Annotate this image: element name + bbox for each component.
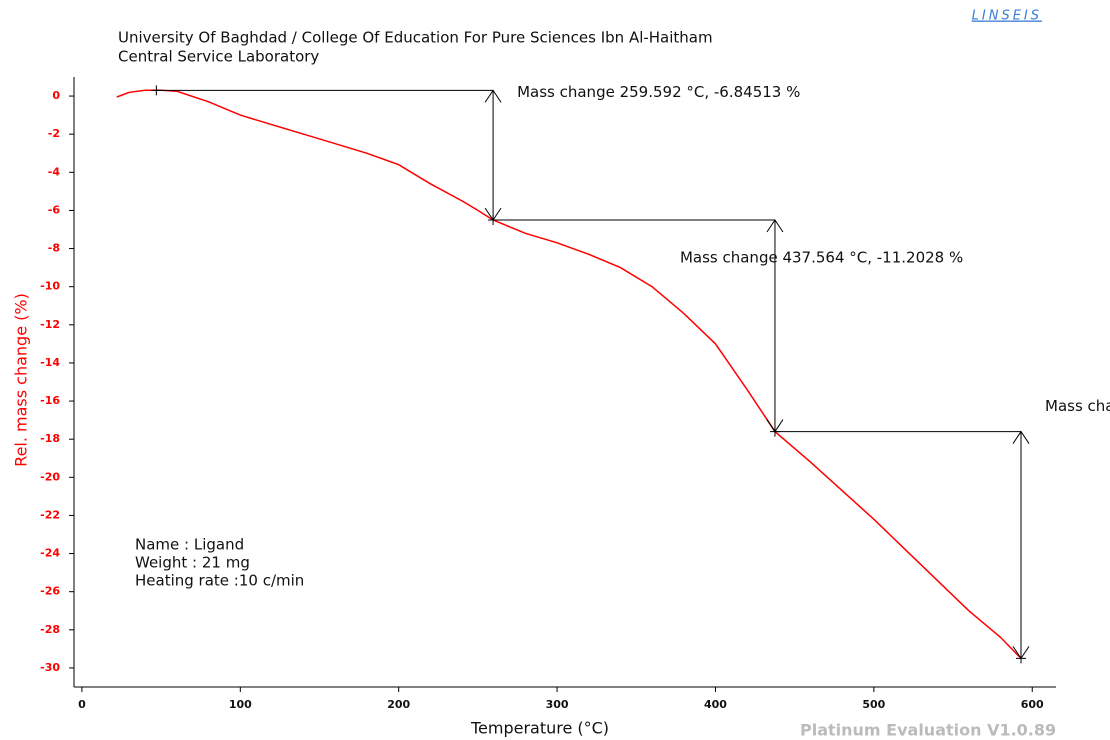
y-tick-label: -22 <box>40 508 60 521</box>
x-tick-label: 300 <box>546 698 569 711</box>
step-marker <box>1016 653 1026 664</box>
y-tick-label: -16 <box>40 394 60 407</box>
y-tick-label: -4 <box>48 165 61 178</box>
y-tick-label: -14 <box>40 356 60 369</box>
x-tick-label: 200 <box>387 698 410 711</box>
x-tick-label: 600 <box>1021 698 1044 711</box>
brand-logo: LINSEIS <box>972 9 1042 24</box>
x-tick-label: 0 <box>78 698 86 711</box>
y-tick-label: -30 <box>40 661 60 674</box>
x-tick-label: 500 <box>862 698 885 711</box>
step-annotation: Mass change 592.904 °C, -11.7453 % <box>1045 397 1110 415</box>
arrow-head <box>766 219 784 233</box>
x-axis-label: Temperature (°C) <box>470 719 609 738</box>
step-annotation: Mass change 259.592 °C, -6.84513 % <box>517 83 800 101</box>
data-line <box>116 89 1022 659</box>
y-tick-label: -18 <box>40 432 60 445</box>
footer: Platinum Evaluation V1.0.89 <box>800 721 1056 740</box>
y-tick-label: -28 <box>40 623 60 636</box>
x-tick-label: 100 <box>229 698 252 711</box>
x-tick-label: 400 <box>704 698 727 711</box>
y-tick-label: -10 <box>40 280 60 293</box>
y-tick-label: -8 <box>48 242 60 255</box>
arrow-head <box>1012 430 1030 444</box>
sample-info: Heating rate :10 c/min <box>135 572 304 590</box>
y-tick-label: -6 <box>48 203 61 216</box>
sample-info: Name : Ligand <box>135 536 244 554</box>
sample-info: Weight : 21 mg <box>135 554 250 572</box>
y-tick-label: -20 <box>40 470 60 483</box>
y-tick-label: -26 <box>40 585 60 598</box>
arrow-head <box>484 89 502 103</box>
step-annotation: Mass change 437.564 °C, -11.2028 % <box>680 248 963 266</box>
y-tick-label: -24 <box>40 547 60 560</box>
y-tick-label: -12 <box>40 318 60 331</box>
y-tick-label: 0 <box>52 89 60 102</box>
y-axis-label: Rel. mass change (%) <box>12 293 31 467</box>
y-tick-label: -2 <box>48 127 60 140</box>
chart-subtitle: Central Service Laboratory <box>118 48 319 66</box>
chart-title: University Of Baghdad / College Of Educa… <box>118 29 713 47</box>
